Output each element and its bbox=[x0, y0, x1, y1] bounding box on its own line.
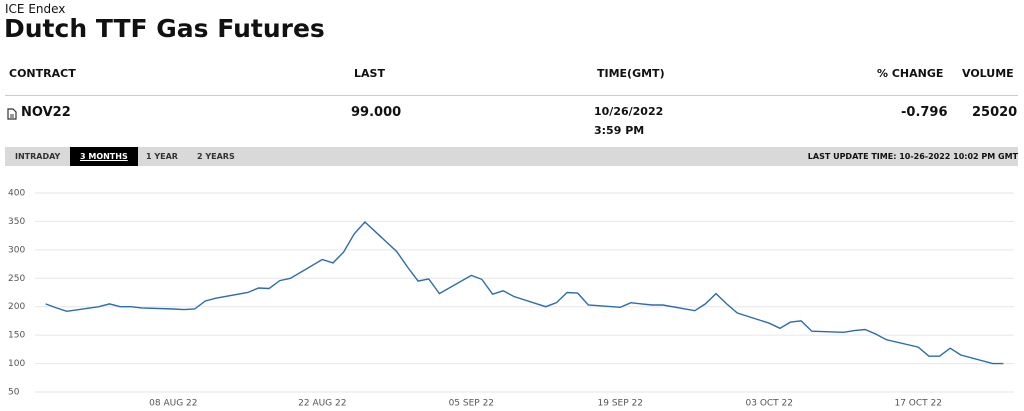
y-tick-label: 400 bbox=[8, 189, 25, 199]
y-tick-label: 100 bbox=[8, 359, 25, 369]
contract[interactable]: NOV22 bbox=[21, 105, 71, 120]
last-price: 99.000 bbox=[351, 105, 402, 120]
trade-date: 10/26/2022 bbox=[594, 105, 664, 118]
price-line bbox=[45, 221, 1004, 365]
x-tick-label: 17 OCT 22 bbox=[894, 399, 942, 409]
x-tick-label: 22 AUG 22 bbox=[298, 399, 346, 409]
y-tick-label: 200 bbox=[8, 302, 25, 312]
source: ICE Endex bbox=[5, 2, 66, 16]
divider bbox=[5, 95, 1018, 96]
y-tick-label: 150 bbox=[8, 331, 25, 341]
column-header: TIME(GMT) bbox=[597, 67, 665, 80]
tab[interactable]: INTRADAY bbox=[15, 152, 61, 161]
tab-bar bbox=[5, 147, 1018, 166]
x-tick-label: 19 SEP 22 bbox=[598, 399, 643, 409]
tab[interactable]: 1 YEAR bbox=[146, 152, 178, 161]
column-header: % CHANGE bbox=[877, 67, 944, 80]
x-tick-label: 08 AUG 22 bbox=[149, 399, 197, 409]
x-tick-label: 05 SEP 22 bbox=[449, 399, 494, 409]
x-tick-label: 03 OCT 22 bbox=[746, 399, 794, 409]
trade-time: 3:59 PM bbox=[594, 124, 645, 137]
y-tick-label: 350 bbox=[8, 217, 25, 227]
y-tick-label: 50 bbox=[8, 388, 20, 398]
page-title: Dutch TTF Gas Futures bbox=[4, 14, 325, 43]
tab-active[interactable]: 3 MONTHS bbox=[70, 147, 138, 166]
last-update: LAST UPDATE TIME: 10-26-2022 10:02 PM GM… bbox=[807, 152, 1018, 161]
tab[interactable]: 2 YEARS bbox=[197, 152, 235, 161]
file-icon bbox=[7, 108, 17, 120]
y-tick-label: 300 bbox=[8, 245, 25, 255]
y-tick-label: 250 bbox=[8, 274, 25, 284]
percent-change: -0.796 bbox=[901, 105, 948, 120]
volume: 25020 bbox=[972, 105, 1018, 120]
column-header: VOLUME bbox=[962, 67, 1014, 80]
column-header: LAST bbox=[354, 67, 385, 80]
column-header: CONTRACT bbox=[9, 67, 76, 80]
